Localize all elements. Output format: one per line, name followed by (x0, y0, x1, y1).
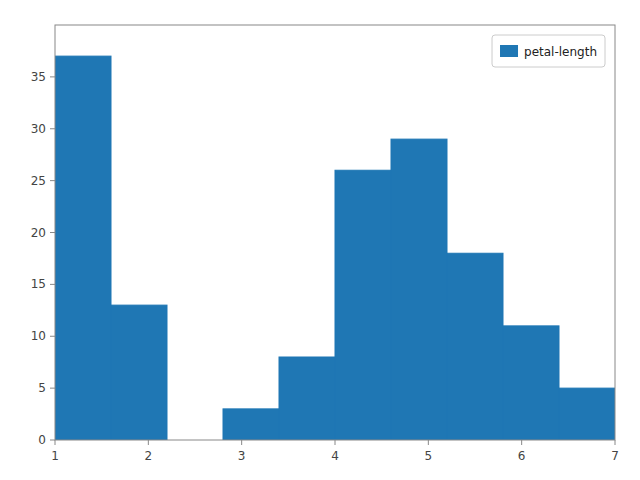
x-tick-label: 7 (611, 449, 619, 463)
y-tick (50, 232, 55, 233)
histogram-bar (335, 170, 391, 440)
legend-box (492, 35, 605, 67)
bars (55, 56, 615, 440)
y-tick (50, 336, 55, 337)
histogram-bar (111, 305, 167, 440)
y-tick (50, 180, 55, 181)
y-tick-label: 20 (31, 226, 46, 240)
y-tick-label: 35 (31, 70, 46, 84)
x-tick-label: 1 (51, 449, 59, 463)
y-tick (50, 440, 55, 441)
background (0, 0, 640, 480)
y-tick-label: 30 (31, 122, 46, 136)
y-tick (50, 388, 55, 389)
y-tick-label: 5 (38, 381, 46, 395)
histogram-bar (391, 139, 447, 440)
plot-frame (55, 25, 615, 440)
y-tick (50, 76, 55, 77)
x-tick-label: 3 (238, 449, 246, 463)
x-axis: 1 2 3 4 5 6 7 (51, 440, 619, 463)
y-axis: 0 5 10 15 20 25 30 35 (31, 70, 55, 447)
y-tick-label: 15 (31, 277, 46, 291)
legend: petal-length (492, 35, 605, 67)
x-tick-label: 4 (331, 449, 339, 463)
chart-container: 1 2 3 4 5 6 7 0 5 10 15 20 25 30 35 petal-length (0, 0, 640, 480)
legend-swatch (500, 45, 518, 57)
x-tick (55, 440, 56, 445)
x-tick-label: 6 (518, 449, 526, 463)
y-tick (50, 128, 55, 129)
y-tick-label: 25 (31, 174, 46, 188)
histogram-bar (447, 253, 503, 440)
legend-label: petal-length (524, 45, 597, 59)
histogram-bar (223, 409, 279, 440)
x-tick (428, 440, 429, 445)
y-tick (50, 284, 55, 285)
x-tick-label: 2 (145, 449, 153, 463)
x-tick (335, 440, 336, 445)
histogram-bar (559, 388, 615, 440)
chart-svg: 1 2 3 4 5 6 7 0 5 10 15 20 25 30 35 petal-length (0, 0, 640, 480)
x-tick-label: 5 (425, 449, 433, 463)
histogram-bar (503, 326, 559, 440)
x-tick (241, 440, 242, 445)
y-tick-label: 0 (38, 433, 46, 447)
histogram-bar (55, 56, 111, 440)
x-tick (148, 440, 149, 445)
histogram-bar (279, 357, 335, 440)
x-tick (521, 440, 522, 445)
x-tick (615, 440, 616, 445)
y-tick-label: 10 (31, 329, 46, 343)
